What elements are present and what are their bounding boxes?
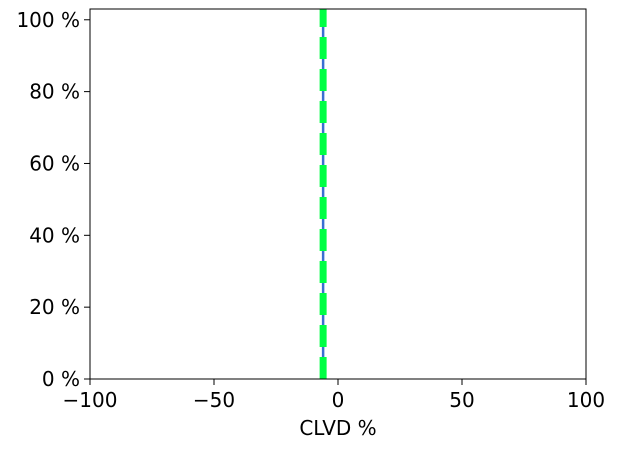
x-tick-label: −100 [63,388,118,412]
x-axis-label: CLVD % [299,416,376,440]
x-tick-label: 100 [567,388,605,412]
y-tick-label: 60 % [29,151,80,175]
x-tick-label: 0 [332,388,345,412]
x-tick-label: −50 [193,388,235,412]
x-axis: −100 −50 0 50 100 [63,379,605,412]
y-tick-label: 0 % [42,367,80,391]
x-tick-label: 50 [449,388,474,412]
y-axis: 0 % 20 % 40 % 60 % 80 % 100 % [16,8,90,391]
y-tick-label: 80 % [29,80,80,104]
y-tick-label: 40 % [29,223,80,247]
plot-area [90,9,586,379]
y-tick-label: 100 % [16,8,80,32]
y-tick-label: 20 % [29,295,80,319]
